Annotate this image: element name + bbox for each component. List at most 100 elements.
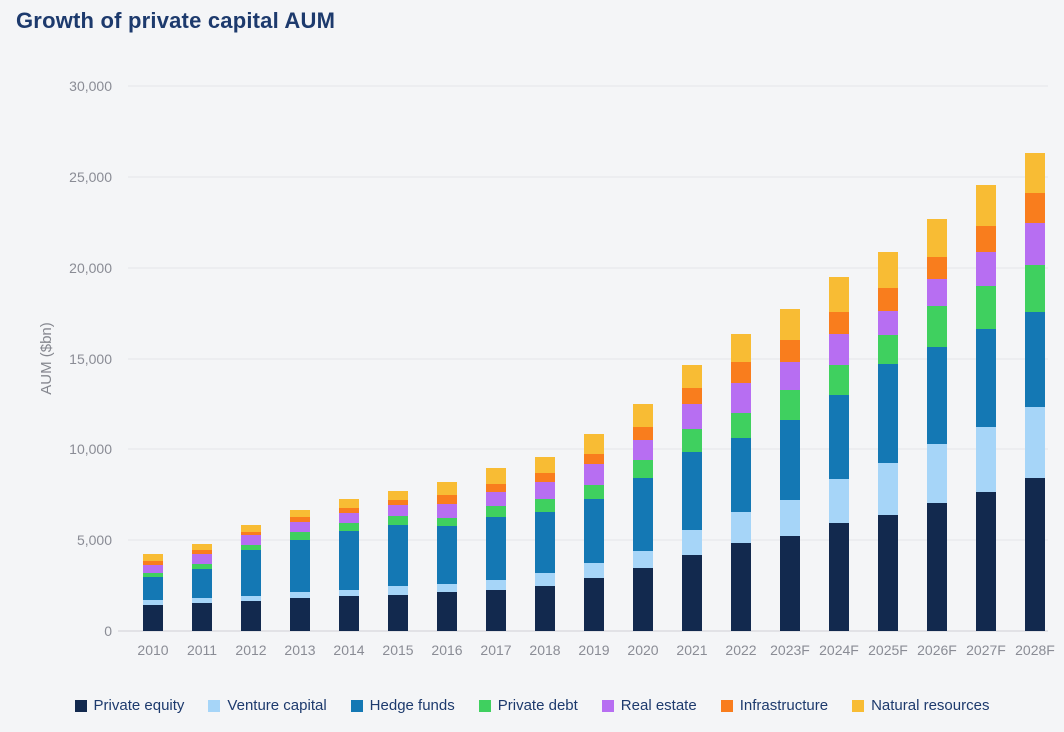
x-tick-label: 2012 xyxy=(235,642,267,658)
x-tick-label: 2025F xyxy=(868,642,908,658)
bar-segment xyxy=(976,286,996,329)
bar-segment xyxy=(731,413,751,439)
gridline xyxy=(128,85,1048,87)
bar-segment xyxy=(486,491,506,507)
bar-segment xyxy=(535,473,555,482)
bar-segment xyxy=(633,567,653,631)
bar-segment xyxy=(437,583,457,592)
x-tick-label: 2011 xyxy=(186,642,218,658)
bar-segment xyxy=(339,531,359,590)
y-tick-label: 0 xyxy=(104,623,112,639)
bar-segment xyxy=(1025,223,1045,265)
bar-segment xyxy=(1025,152,1045,194)
bar-segment xyxy=(339,523,359,532)
bar-segment xyxy=(633,478,653,551)
bar-stack-2021 xyxy=(682,86,702,631)
bar-segment xyxy=(780,308,800,340)
bar-stack-2015 xyxy=(388,86,408,631)
bar-segment xyxy=(829,365,849,396)
bar-segment xyxy=(731,438,751,513)
bar-segment xyxy=(437,591,457,631)
bar-segment xyxy=(731,361,751,384)
bar-stack-2012 xyxy=(241,86,261,631)
bar-stack-2024f xyxy=(829,86,849,631)
bar-segment xyxy=(192,564,212,569)
bar-segment xyxy=(1025,312,1045,408)
legend-label: Venture capital xyxy=(227,697,327,714)
y-tick-label: 20,000 xyxy=(69,259,112,276)
bar-segment xyxy=(241,595,261,602)
bar-segment xyxy=(388,504,408,516)
y-tick-label: 25,000 xyxy=(69,168,112,185)
bar-segment xyxy=(633,427,653,440)
bar-segment xyxy=(633,459,653,479)
bar-segment xyxy=(388,594,408,631)
bar-stack-2023f xyxy=(780,86,800,631)
bar-segment xyxy=(241,524,261,532)
bar-segment xyxy=(780,536,800,631)
bar-segment xyxy=(486,467,506,484)
bar-segment xyxy=(339,595,359,631)
legend-item: Venture capital xyxy=(208,697,327,714)
bar-segment xyxy=(584,485,604,499)
legend-swatch-icon xyxy=(852,699,865,712)
bar-segment xyxy=(633,439,653,460)
chart-legend: Private equity Venture capital Hedge funds… xyxy=(0,697,1064,714)
bar-segment xyxy=(927,443,947,503)
legend-swatch-icon xyxy=(350,699,363,712)
bar-segment xyxy=(682,428,702,453)
bar-segment xyxy=(192,554,212,565)
bar-segment xyxy=(829,312,849,334)
y-tick-label: 30,000 xyxy=(69,78,112,94)
x-tick-label: 2027F xyxy=(966,642,1006,658)
bar-segment xyxy=(290,598,310,631)
x-tick-label: 2024F xyxy=(819,642,859,658)
bar-segment xyxy=(486,516,506,581)
bar-segment xyxy=(682,530,702,556)
bar-segment xyxy=(241,550,261,596)
bar-segment xyxy=(976,427,996,493)
bar-segment xyxy=(143,573,163,577)
bar-segment xyxy=(535,457,555,474)
bar-segment xyxy=(584,453,604,464)
legend-item: Natural resources xyxy=(852,697,989,714)
x-tick-label: 2026F xyxy=(917,642,957,658)
x-tick-label: 2013 xyxy=(284,642,316,658)
legend-swatch-icon xyxy=(478,699,491,712)
bar-segment xyxy=(143,560,163,565)
x-tick-label: 2010 xyxy=(137,642,169,658)
bar-stack-2028f xyxy=(1025,86,1045,631)
legend-item: Infrastructure xyxy=(720,697,828,714)
bar-stack-2014 xyxy=(339,86,359,631)
bar-segment xyxy=(535,481,555,500)
bar-segment xyxy=(829,333,849,366)
bar-segment xyxy=(535,573,555,586)
bar-stack-2013 xyxy=(290,86,310,631)
bar-segment xyxy=(682,364,702,388)
bar-stack-2017 xyxy=(486,86,506,631)
bar-segment xyxy=(976,252,996,287)
bar-segment xyxy=(535,585,555,631)
bar-segment xyxy=(878,463,898,516)
bar-segment xyxy=(780,339,800,363)
bar-segment xyxy=(584,578,604,631)
bar-segment xyxy=(731,542,751,631)
bar-segment xyxy=(927,256,947,279)
bar-segment xyxy=(976,328,996,428)
bar-segment xyxy=(486,580,506,591)
bar-segment xyxy=(878,334,898,365)
bar-segment xyxy=(1025,264,1045,313)
bar-segment xyxy=(192,550,212,555)
bar-segment xyxy=(486,506,506,517)
bar-segment xyxy=(878,515,898,631)
bar-segment xyxy=(780,419,800,501)
legend-item: Private equity xyxy=(74,697,184,714)
chart-title: Growth of private capital AUM xyxy=(16,8,336,33)
bar-segment xyxy=(535,512,555,574)
bar-segment xyxy=(339,507,359,513)
legend-item: Hedge funds xyxy=(350,697,455,714)
bar-segment xyxy=(584,463,604,486)
legend-swatch-icon xyxy=(601,699,614,712)
gridline xyxy=(128,176,1048,178)
bar-segment xyxy=(437,518,457,526)
